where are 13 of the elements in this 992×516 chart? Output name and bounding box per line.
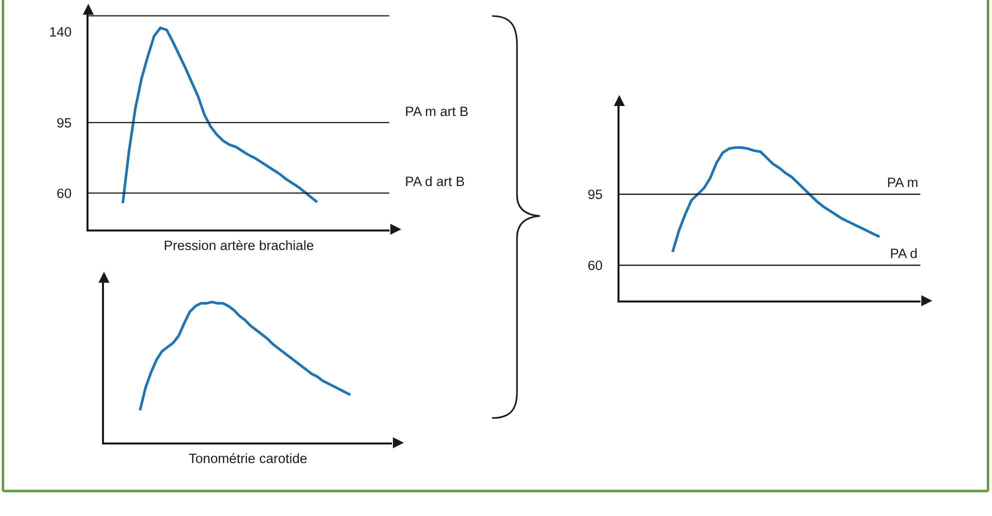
y-tick-label: 95 — [56, 115, 72, 130]
line-series — [671, 146, 881, 254]
ref-line-label: PA d — [890, 246, 918, 261]
y-tick-label: 60 — [588, 258, 603, 273]
ref-line-label: PA m art B — [405, 104, 469, 119]
ref-line-label: PA m — [887, 175, 918, 190]
y-tick-label: 60 — [56, 186, 72, 201]
ref-line-label: PA d art B — [405, 174, 465, 189]
line-series — [121, 26, 318, 204]
x-axis-title: Pression artère brachiale — [164, 238, 314, 253]
x-axis-title: Tonométrie carotide — [188, 451, 308, 466]
y-tick-label: 140 — [49, 24, 72, 40]
y-tick-label: 95 — [588, 186, 603, 202]
